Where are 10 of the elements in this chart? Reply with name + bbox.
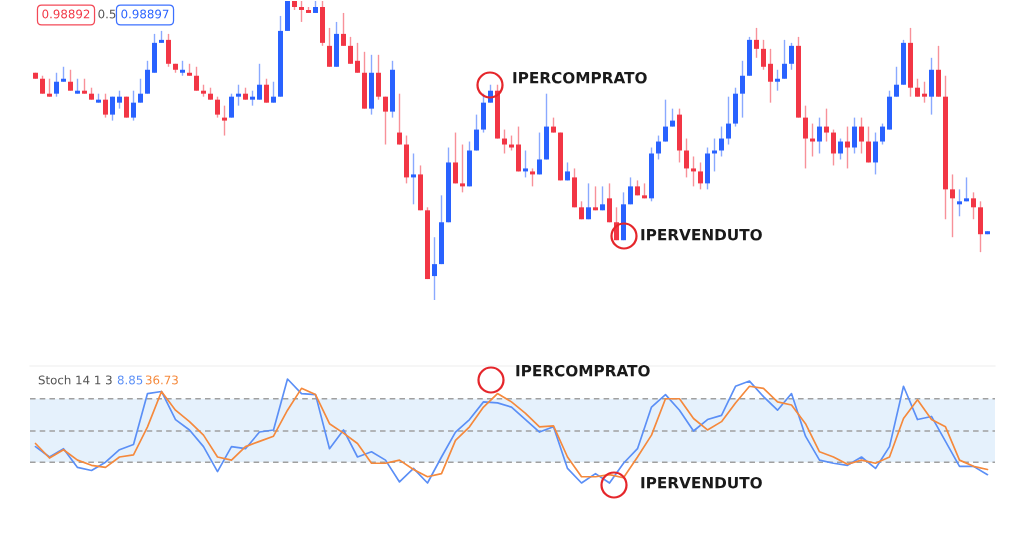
annotation: IPERCOMPRATO	[513, 71, 647, 84]
annotation: 0.98897	[121, 9, 169, 19]
chart-title: Stoch 14 1 3	[38, 375, 112, 385]
annotation: IPERVENDUTO	[641, 228, 762, 241]
annotation: 0.98892	[42, 9, 90, 19]
annotation: 0.5	[98, 9, 116, 19]
series-label: 36.73	[145, 375, 178, 385]
annotation: IPERVENDUTO	[641, 476, 762, 489]
series-label: 8.85	[117, 375, 143, 385]
text: IPERCOMPRATO	[516, 364, 650, 377]
